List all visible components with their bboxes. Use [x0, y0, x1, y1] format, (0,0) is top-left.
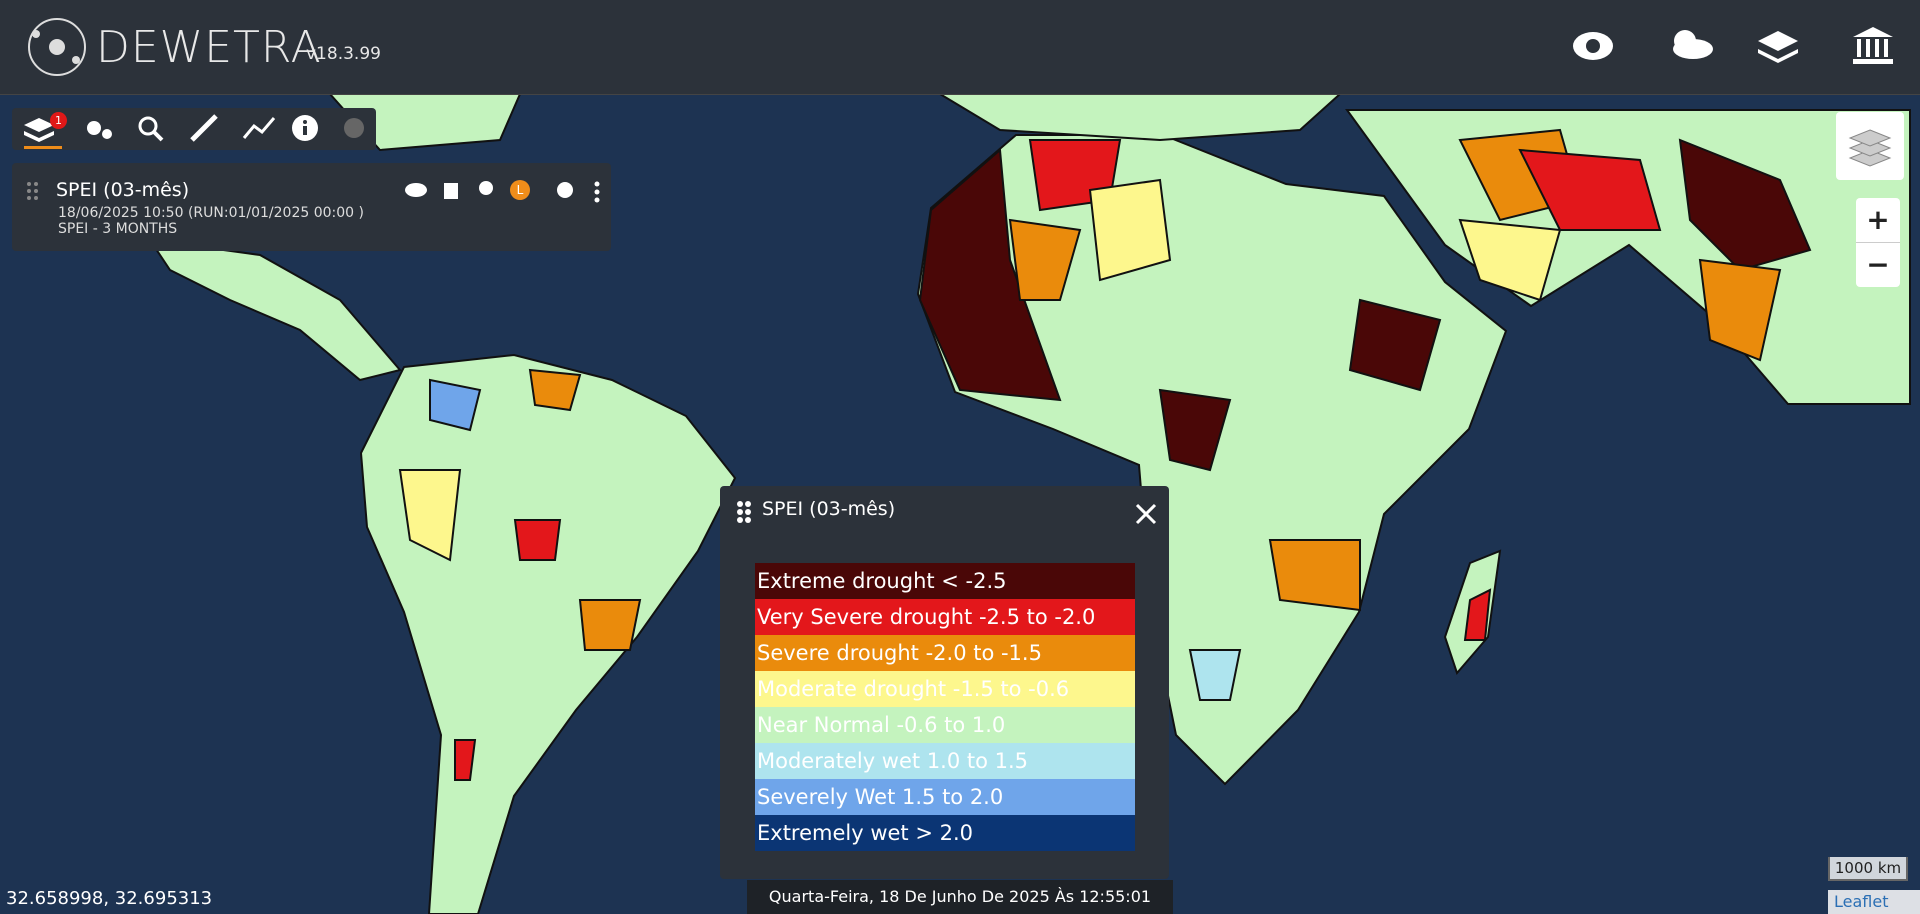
logo-text: DEWETRA — [96, 22, 322, 73]
drought-patch — [1518, 148, 1662, 231]
drought-patch — [1463, 588, 1492, 641]
hide-button[interactable] — [405, 183, 427, 197]
wet-patch — [1188, 649, 1242, 701]
toolbar — [12, 108, 376, 150]
legend-item: Extreme drought < -2.5 — [755, 563, 1135, 599]
zoom-layer-button[interactable] — [479, 181, 493, 195]
legend-popup: SPEI (03-mês) Extreme drought < -2.5 Very… — [720, 486, 1169, 879]
settings-button[interactable] — [87, 121, 101, 135]
layer-subtitle: SPEI - 3 MONTHS — [58, 221, 178, 237]
coordinates: 32.658998, 32.695313 — [6, 888, 213, 909]
legend-item: Severe drought -2.0 to -1.5 — [755, 635, 1135, 671]
drought-patch — [1268, 539, 1361, 612]
layer-date: 18/06/2025 10:50 (RUN:01/01/2025 00:00 ) — [58, 205, 364, 221]
layer-title: SPEI (03-mês) — [56, 179, 190, 201]
legend-item: Moderate drought -1.5 to -0.6 — [755, 671, 1135, 707]
measure-button[interactable] — [190, 114, 218, 142]
zoom-in[interactable]: + — [1856, 198, 1900, 243]
close-button[interactable] — [1134, 502, 1158, 526]
drought-patch — [1458, 218, 1562, 302]
layer-panel: SPEI (03-mês) 18/06/2025 10:50 (RUN:01/0… — [12, 163, 611, 251]
drought-patch — [454, 739, 477, 781]
drought-patch — [1348, 298, 1442, 392]
drought-patch — [578, 599, 642, 651]
layers-button[interactable] — [24, 118, 54, 132]
institution-icon[interactable] — [1853, 27, 1893, 64]
drought-patch — [528, 368, 582, 412]
attribution[interactable]: Leaflet — [1828, 890, 1920, 914]
drought-patch — [918, 147, 1062, 402]
scale-bar: 1000 km — [1828, 857, 1908, 881]
legend-item: Very Severe drought -2.5 to -2.0 — [755, 599, 1135, 635]
collapse-button[interactable] — [344, 118, 364, 138]
view-icon[interactable] — [1573, 32, 1613, 60]
legend-item: Extremely wet > 2.0 — [755, 815, 1135, 851]
drag-handle[interactable] — [26, 181, 40, 201]
delete-button[interactable] — [444, 183, 458, 199]
drought-patch — [1158, 388, 1232, 472]
toolbar-icons — [24, 114, 364, 149]
datetime: Quarta-Feira, 18 De Junho De 2025 Às 12:… — [747, 880, 1173, 914]
drought-patch — [1678, 138, 1812, 272]
more-button[interactable] — [592, 181, 602, 205]
header-icons — [1573, 27, 1893, 64]
land — [147, 93, 1911, 914]
drought-patch — [1088, 178, 1172, 282]
drought-patch — [398, 469, 462, 562]
drag-handle[interactable] — [736, 500, 752, 524]
legend-item: Moderately wet 1.0 to 1.5 — [755, 743, 1135, 779]
settings-layer-button[interactable] — [557, 182, 573, 198]
layer-actions — [405, 181, 573, 199]
layer-badge[interactable]: L — [510, 180, 530, 200]
search-button[interactable] — [138, 116, 158, 136]
weather-icon[interactable] — [1673, 30, 1713, 59]
chart-button[interactable] — [242, 117, 276, 139]
legend-item: Near Normal -0.6 to 1.0 — [755, 707, 1135, 743]
drought-patch — [1008, 218, 1082, 301]
legend-title: SPEI (03-mês) — [762, 498, 896, 520]
zoom-out[interactable]: − — [1856, 243, 1900, 287]
central-america — [147, 238, 402, 382]
logo-icon — [28, 18, 86, 76]
wet-patch — [429, 378, 482, 432]
drought-patch — [1698, 258, 1782, 362]
version: v18.3.99 — [306, 44, 381, 64]
layers-badge: 1 — [50, 112, 67, 129]
layers-icon[interactable] — [1758, 31, 1798, 63]
basemap-button[interactable] — [1836, 112, 1904, 180]
header: DEWETRA v18.3.99 — [0, 0, 1920, 95]
legend-item: Severely Wet 1.5 to 2.0 — [755, 779, 1135, 815]
drought-patch — [513, 519, 562, 561]
